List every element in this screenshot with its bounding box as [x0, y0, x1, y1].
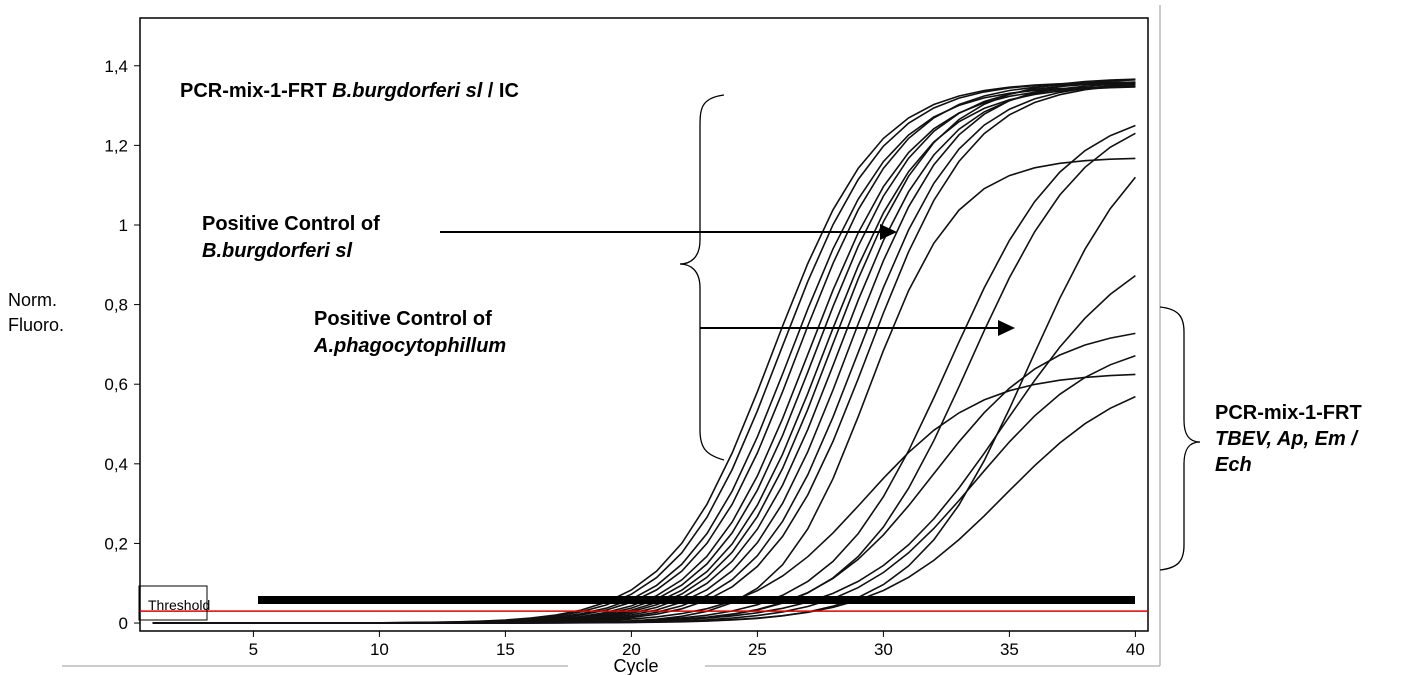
x-tick-label: 40: [1126, 640, 1145, 659]
y-tick-label: 1,4: [104, 57, 128, 76]
right-group-label-line2: TBEV, Ap, Em /: [1215, 428, 1359, 450]
y-axis-title-line1: Norm.: [8, 290, 57, 310]
amplification-curve-14: [152, 124, 1136, 624]
threshold-label-box: [138, 585, 208, 621]
bb-group-brace: [679, 94, 725, 461]
amplification-curve-19: [152, 355, 1136, 624]
y-tick-label: 1: [119, 216, 128, 235]
amplification-curve-15: [152, 132, 1136, 624]
tbev-group-brace: [1159, 306, 1201, 571]
amplification-curve-1: [152, 81, 1136, 624]
amplification-curve-2: [152, 81, 1136, 624]
amplification-curve-11: [152, 83, 1136, 624]
right-group-label-line1: PCR-mix-1-FRT: [1215, 402, 1362, 424]
x-tick-label: 25: [748, 640, 767, 659]
right-group-label-line3: Ech: [1215, 454, 1252, 476]
x-tick-label: 35: [1000, 640, 1019, 659]
amplification-curve-10: [152, 79, 1136, 624]
pc-bb-label-line2: B.burgdorferi sl: [202, 240, 352, 262]
pc-bb-arrowhead: [880, 224, 897, 240]
pc-ap-label-line2: A.phagocytophillum: [313, 335, 506, 357]
amplification-curve-4: [152, 81, 1136, 624]
amplification-curve-12: [152, 83, 1136, 624]
x-tick-label: 20: [622, 640, 641, 659]
y-tick-label: 0: [119, 614, 128, 633]
amplification-curve-3: [152, 85, 1136, 624]
amplification-curve-7: [152, 86, 1136, 624]
amplification-curve-9: [152, 82, 1136, 624]
y-tick-label: 1,2: [104, 136, 128, 155]
y-tick-label: 0,6: [104, 375, 128, 394]
y-tick-label: 0,8: [104, 296, 128, 315]
plot-frame: [139, 17, 1149, 632]
x-tick-label: 10: [370, 640, 389, 659]
baseline-band: [258, 596, 1135, 604]
axis-ticks: 5 10 15 20 25 30 35 40 0 0,2 0,4 0,6 0,8 1 1,2 1,4: [104, 57, 1145, 659]
pc-bb-label-line1: Positive Control of: [202, 213, 380, 235]
pc-ap-arrowhead: [998, 320, 1015, 336]
amplification-curve-8: [152, 78, 1136, 624]
amplification-curve-5: [152, 85, 1136, 624]
amplification-curves: [152, 78, 1137, 624]
threshold-label: Threshold: [148, 597, 210, 613]
x-tick-label: 15: [496, 640, 515, 659]
y-axis-title-line2: Fluoro.: [8, 315, 64, 335]
y-tick-label: 0,4: [104, 455, 128, 474]
x-axis-title: Cycle: [613, 656, 658, 675]
amplification-curve-6: [152, 82, 1136, 624]
chart-title: PCR-mix-1-FRT B.burgdorferi sl / IC: [180, 80, 519, 102]
pc-ap-label-line1: Positive Control of: [314, 308, 492, 330]
x-tick-label: 5: [249, 640, 258, 659]
y-tick-label: 0,2: [104, 534, 128, 553]
amplification-curve-21: [152, 395, 1136, 624]
x-tick-label: 30: [874, 640, 893, 659]
